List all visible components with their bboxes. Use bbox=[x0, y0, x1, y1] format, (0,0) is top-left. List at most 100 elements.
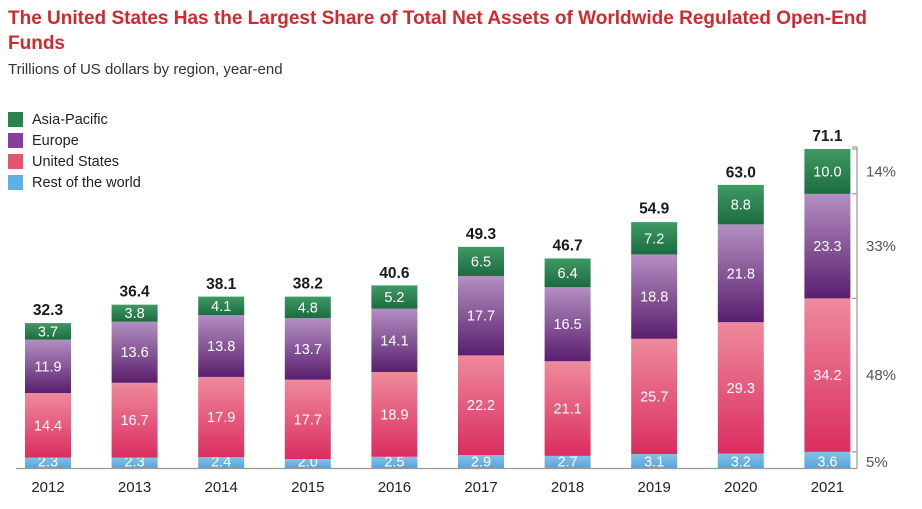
data-label-europe: 21.8 bbox=[727, 266, 755, 282]
united-states-swatch-icon bbox=[8, 154, 23, 169]
total-label: 54.9 bbox=[639, 201, 670, 218]
data-label-asia_pacific: 3.8 bbox=[125, 306, 145, 322]
total-label: 46.7 bbox=[553, 237, 583, 254]
bar-segment-rest_of_world bbox=[804, 451, 851, 468]
bar-segment-europe bbox=[111, 321, 158, 383]
bar-segment-rest_of_world bbox=[284, 459, 331, 468]
rest-of-world-swatch-icon bbox=[8, 175, 23, 190]
bar-segment-united_states bbox=[717, 322, 764, 454]
bar-segment-europe bbox=[371, 308, 418, 372]
bar-segment-asia_pacific bbox=[284, 296, 331, 319]
data-label-united_states: 21.1 bbox=[553, 402, 581, 418]
data-label-europe: 17.7 bbox=[467, 309, 495, 325]
x-tick-label: 2014 bbox=[205, 479, 238, 496]
bar-segment-united_states bbox=[111, 382, 158, 458]
data-label-asia_pacific: 8.8 bbox=[731, 198, 751, 214]
bar-segment-asia_pacific bbox=[371, 285, 418, 309]
data-label-rest_of_world: 2.5 bbox=[384, 455, 404, 471]
bar-segment-europe bbox=[25, 339, 71, 394]
legend-label-rest-of-world: Rest of the world bbox=[32, 174, 141, 191]
legend-item-rest-of-world: Rest of the world bbox=[8, 172, 141, 193]
bar-segment-rest_of_world bbox=[458, 454, 504, 468]
legend: Asia-Pacific Europe United States Rest o… bbox=[8, 109, 141, 193]
data-label-asia_pacific: 5.2 bbox=[384, 290, 404, 306]
legend-item-united-states: United States bbox=[8, 151, 141, 172]
share-label-asia_pacific: 14% bbox=[866, 163, 896, 180]
bar-segment-europe bbox=[544, 287, 591, 362]
asia-pacific-swatch-icon bbox=[8, 112, 23, 127]
data-label-united_states: 34.2 bbox=[813, 368, 841, 384]
bar-segment-rest_of_world bbox=[544, 455, 591, 468]
total-label: 32.3 bbox=[33, 302, 64, 319]
total-label: 38.2 bbox=[293, 276, 323, 293]
bar-segment-rest_of_world bbox=[631, 454, 678, 468]
total-label: 63.0 bbox=[726, 164, 756, 181]
data-label-rest_of_world: 2.3 bbox=[125, 455, 145, 471]
bar-segment-united_states bbox=[198, 376, 245, 458]
data-label-united_states: 17.7 bbox=[294, 412, 322, 428]
bar-segment-europe bbox=[284, 318, 331, 380]
bar-segment-united_states bbox=[544, 361, 591, 456]
data-label-asia_pacific: 3.7 bbox=[38, 324, 58, 340]
data-label-united_states: 25.7 bbox=[640, 389, 668, 405]
data-label-rest_of_world: 2.3 bbox=[38, 455, 58, 471]
chart-subtitle: Trillions of US dollars by region, year-… bbox=[8, 61, 283, 78]
bar-segment-rest_of_world bbox=[198, 457, 245, 468]
x-tick-label: 2017 bbox=[464, 479, 497, 496]
bar-segment-rest_of_world bbox=[371, 456, 418, 468]
legend-item-asia-pacific: Asia-Pacific bbox=[8, 109, 141, 130]
chart-title: The United States Has the Largest Share … bbox=[8, 8, 867, 54]
share-label-rest_of_world: 5% bbox=[866, 454, 888, 471]
bar-segment-asia_pacific bbox=[458, 246, 504, 276]
bar-segment-united_states bbox=[458, 355, 504, 455]
x-tick-label: 2013 bbox=[118, 479, 151, 496]
europe-swatch-icon bbox=[8, 133, 23, 148]
data-label-rest_of_world: 2.9 bbox=[471, 455, 491, 471]
data-label-united_states: 18.9 bbox=[380, 407, 408, 423]
x-tick-label: 2016 bbox=[378, 479, 411, 496]
total-label: 40.6 bbox=[379, 265, 410, 282]
share-label-europe: 33% bbox=[866, 238, 896, 255]
total-label: 38.1 bbox=[206, 276, 237, 293]
x-tick-label: 2020 bbox=[724, 479, 757, 496]
bar-segment-asia_pacific bbox=[25, 323, 71, 340]
bar-segment-europe bbox=[804, 193, 851, 299]
data-label-rest_of_world: 2.4 bbox=[211, 455, 231, 471]
data-label-asia_pacific: 6.4 bbox=[558, 266, 578, 282]
legend-label-asia-pacific: Asia-Pacific bbox=[32, 111, 108, 128]
bar-segment-asia_pacific bbox=[198, 296, 245, 316]
data-label-rest_of_world: 3.2 bbox=[731, 455, 751, 471]
bar-segment-rest_of_world bbox=[25, 457, 71, 468]
bar-segment-asia_pacific bbox=[544, 258, 591, 288]
bar-segment-asia_pacific bbox=[804, 149, 851, 194]
legend-label-united-states: United States bbox=[32, 153, 120, 170]
data-label-europe: 18.8 bbox=[640, 290, 668, 306]
legend-item-europe: Europe bbox=[8, 130, 141, 151]
total-label: 71.1 bbox=[812, 128, 843, 145]
x-tick-label: 2019 bbox=[638, 479, 671, 496]
data-label-rest_of_world: 2.7 bbox=[558, 455, 578, 471]
x-tick-label: 2021 bbox=[811, 479, 844, 496]
data-label-europe: 13.6 bbox=[120, 345, 148, 361]
bar-segment-united_states bbox=[25, 393, 71, 458]
data-label-united_states: 22.2 bbox=[467, 398, 495, 414]
data-label-rest_of_world: 3.6 bbox=[817, 455, 837, 471]
bar-segment-asia_pacific bbox=[717, 184, 764, 225]
data-label-europe: 16.5 bbox=[553, 317, 581, 333]
data-label-europe: 14.1 bbox=[380, 333, 408, 349]
data-label-united_states: 16.7 bbox=[120, 413, 148, 429]
data-label-europe: 23.3 bbox=[813, 239, 841, 255]
bar-segment-asia_pacific bbox=[631, 222, 678, 255]
data-label-rest_of_world: 3.1 bbox=[644, 455, 664, 471]
data-label-asia_pacific: 4.8 bbox=[298, 300, 318, 316]
data-label-asia_pacific: 10.0 bbox=[813, 164, 841, 180]
data-label-europe: 13.8 bbox=[207, 339, 235, 355]
bar-segment-united_states bbox=[804, 298, 851, 452]
bar-segment-united_states bbox=[371, 371, 418, 457]
data-label-asia_pacific: 7.2 bbox=[644, 231, 664, 247]
bar-segment-europe bbox=[198, 315, 245, 377]
data-label-united_states: 29.3 bbox=[727, 381, 755, 397]
bar-segment-rest_of_world bbox=[111, 457, 158, 468]
total-label: 36.4 bbox=[120, 284, 151, 301]
